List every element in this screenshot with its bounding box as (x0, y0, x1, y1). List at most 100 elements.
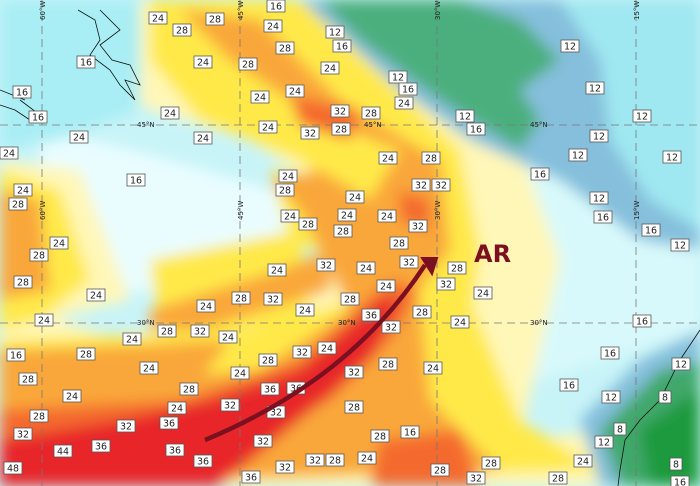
contour-value-label: 28 (333, 224, 353, 238)
contour-value-label: 28 (298, 217, 318, 231)
contour-value-label: 28 (389, 236, 409, 250)
contour-value-label: 24 (49, 236, 69, 250)
contour-value: 16 (604, 349, 616, 360)
contour-value-label: 28 (205, 12, 225, 26)
contour-value-label: 12 (662, 150, 682, 164)
contour-value: 28 (365, 109, 377, 120)
contour-value: 24 (321, 344, 333, 355)
contour-value-label: 24 (278, 169, 298, 183)
contour-value: 16 (534, 170, 546, 181)
contour-value-label: 32 (116, 419, 136, 433)
contour-value: 24 (3, 149, 15, 160)
contour-value-label: 32 (330, 104, 350, 118)
contour-value: 36 (163, 419, 175, 430)
contour-value-label: 32 (408, 219, 428, 233)
contour-value: 44 (57, 447, 69, 458)
contour-value: 24 (381, 212, 393, 223)
contour-value: 24 (73, 133, 85, 144)
contour-value-label: 24 (218, 330, 238, 344)
contour-value-label: 24 (280, 209, 300, 223)
contour-value-label: 24 (285, 84, 305, 98)
contour-value-label: 24 (573, 454, 593, 468)
contour-value: 24 (66, 392, 78, 403)
contour-value-label: 24 (320, 61, 340, 75)
contour-value: 32 (348, 368, 360, 379)
contour-value-label: 28 (378, 357, 398, 371)
contour-value-label: 28 (172, 23, 192, 37)
contour-value: 24 (380, 282, 392, 293)
contour-value: 28 (425, 154, 437, 165)
contour-value: 28 (393, 239, 405, 250)
contour-value-label: 32 (431, 178, 451, 192)
contour-value: 28 (434, 466, 446, 477)
contour-value: 28 (209, 15, 221, 26)
contour-value-label: 12 (589, 191, 609, 205)
contour-value: 12 (593, 132, 605, 143)
contour-value-label: 24 (345, 190, 365, 204)
contour-value-label: 32 (411, 178, 431, 192)
contour-value-label: 12 (560, 39, 580, 53)
contour-value: 28 (382, 360, 394, 371)
latitude-label: 30°N (530, 319, 548, 327)
contour-value: 12 (598, 438, 610, 449)
contour-value-label: 12 (632, 109, 652, 123)
contour-value-label: 28 (340, 292, 360, 306)
contour-value-label: 24 (193, 55, 213, 69)
contour-value: 16 (16, 88, 28, 99)
contour-value: 16 (32, 113, 44, 124)
contour-value-label: 32 (253, 434, 273, 448)
contour-value-label: 28 (325, 453, 345, 467)
contour-value-label: 28 (238, 57, 258, 71)
contour-value: 36 (95, 442, 107, 453)
contour-value: 28 (33, 412, 45, 423)
contour-value: 28 (33, 251, 45, 262)
contour-value: 24 (164, 109, 176, 120)
contour-value: 28 (176, 26, 188, 37)
longitude-label: 15°W (633, 1, 641, 20)
contour-value-label: 16 (641, 223, 661, 237)
contour-value: 28 (242, 60, 254, 71)
contour-value-label: 12 (455, 109, 475, 123)
contour-value: 24 (289, 87, 301, 98)
contour-value: 28 (279, 186, 291, 197)
contour-value-label: 24 (357, 451, 377, 465)
contour-value-label: 24 (167, 401, 187, 415)
contour-value-label: 28 (275, 183, 295, 197)
contour-value-label: 24 (317, 341, 337, 355)
contour-value-label: 24 (13, 183, 33, 197)
contour-value-label: 16 (600, 346, 620, 360)
longitude-label: 60°W (39, 201, 47, 220)
contour-value-label: 28 (29, 248, 49, 262)
contour-value-label: 32 (436, 277, 456, 291)
contour-value-label: 28 (179, 382, 199, 396)
contour-value: 28 (183, 385, 195, 396)
contour-value-label: 28 (370, 429, 390, 443)
contour-value-label: 36 (159, 416, 179, 430)
contour-value: 32 (320, 261, 332, 272)
contour-value-label: 8 (658, 390, 672, 404)
contour-value: 32 (17, 430, 29, 441)
contour-value: 32 (309, 456, 321, 467)
contour-value-label: 24 (356, 261, 376, 275)
contour-value-label: 28 (18, 372, 38, 386)
contour-value-label: 28 (481, 456, 501, 470)
contour-value: 12 (675, 360, 687, 371)
contour-value-label: 24 (378, 151, 398, 165)
contour-value: 8 (673, 460, 679, 471)
contour-value-label: 32 (292, 345, 312, 359)
contour-value-label: 28 (231, 291, 251, 305)
contour-value: 12 (329, 28, 341, 39)
contour-value: 36 (264, 385, 276, 396)
contour-value-label: 16 (332, 39, 352, 53)
contour-value-label: 24 (34, 313, 54, 327)
ar-annotation: AR (474, 240, 511, 268)
contour-value-label: 16 (466, 122, 486, 136)
contour-value-label: 36 (91, 439, 111, 453)
contour-value-label: 32 (316, 258, 336, 272)
contour-value: 28 (329, 456, 341, 467)
contour-value-label: 28 (331, 122, 351, 136)
contour-value: 28 (80, 350, 92, 361)
contour-value-label: 24 (267, 263, 287, 277)
contour-value-label: 32 (220, 398, 240, 412)
contour-value-label: 12 (388, 70, 408, 84)
